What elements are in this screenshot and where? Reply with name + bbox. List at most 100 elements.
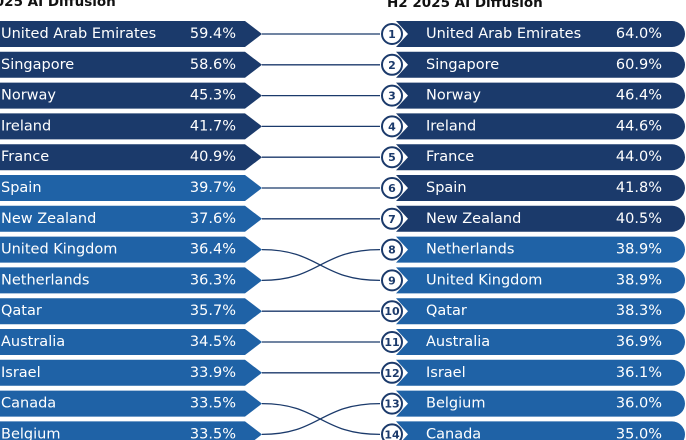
percent: 36.0% bbox=[616, 396, 662, 412]
left-row-bar bbox=[0, 144, 262, 171]
rank: 5 bbox=[388, 151, 396, 164]
right-row-bar bbox=[396, 359, 686, 386]
right-row-bar bbox=[396, 21, 685, 47]
rank-badge bbox=[381, 300, 403, 323]
country: Spain bbox=[426, 180, 467, 196]
rank-badge bbox=[381, 177, 403, 199]
rank: 8 bbox=[388, 244, 396, 257]
rank-badge bbox=[381, 207, 403, 230]
left-row-bar bbox=[0, 205, 262, 232]
right-row-bar bbox=[396, 144, 686, 171]
rank-badge bbox=[381, 238, 403, 261]
country: Singapore bbox=[426, 57, 499, 73]
rank-badge bbox=[381, 23, 403, 45]
country: Belgium bbox=[426, 396, 485, 412]
percent: 38.9% bbox=[616, 272, 662, 288]
rank: 7 bbox=[388, 213, 396, 226]
connector bbox=[261, 248, 381, 282]
percent: 58.6% bbox=[190, 57, 236, 73]
percent: 46.4% bbox=[616, 88, 662, 104]
country: New Zealand bbox=[1, 211, 96, 227]
percent: 39.7% bbox=[190, 180, 236, 196]
country: Netherlands bbox=[426, 242, 514, 258]
rank: 11 bbox=[384, 336, 399, 349]
percent: 33.5% bbox=[190, 426, 236, 440]
country: Qatar bbox=[1, 303, 42, 319]
country: France bbox=[1, 149, 49, 165]
left-row-bar bbox=[0, 175, 262, 201]
left-row-bar bbox=[0, 51, 262, 78]
percent: 41.8% bbox=[616, 180, 662, 196]
left-row-bar bbox=[0, 113, 262, 140]
percent: 38.9% bbox=[616, 242, 662, 258]
rank-badge bbox=[381, 53, 403, 76]
country: United Arab Emirates bbox=[426, 26, 581, 42]
left-row-bar bbox=[0, 298, 262, 325]
rank: 6 bbox=[388, 182, 396, 195]
percent: 36.3% bbox=[190, 272, 236, 288]
percent: 34.5% bbox=[190, 334, 236, 350]
right-row-bar bbox=[396, 267, 686, 294]
left-row-bar bbox=[0, 267, 262, 294]
right-row-bar bbox=[396, 113, 685, 140]
country: Israel bbox=[426, 365, 466, 381]
country: France bbox=[426, 149, 474, 165]
country: Canada bbox=[426, 426, 481, 440]
percent: 44.0% bbox=[616, 149, 662, 165]
rank: 4 bbox=[388, 120, 396, 133]
right-row-bar bbox=[396, 236, 686, 263]
percent: 36.4% bbox=[190, 242, 236, 258]
left-row-bar bbox=[0, 329, 262, 355]
country: United Arab Emirates bbox=[1, 26, 156, 42]
left-row-bar bbox=[0, 421, 262, 440]
country: Canada bbox=[1, 396, 56, 412]
left-row-bar bbox=[0, 359, 262, 386]
country: United Kingdom bbox=[1, 242, 117, 258]
country: Ireland bbox=[426, 118, 476, 134]
percent: 41.7% bbox=[190, 118, 236, 134]
country: Qatar bbox=[426, 303, 467, 319]
rank-badge bbox=[381, 331, 403, 353]
percent: 45.3% bbox=[190, 88, 236, 104]
country: Belgium bbox=[1, 426, 60, 440]
percent: 36.9% bbox=[616, 334, 662, 350]
rank: 14 bbox=[384, 428, 400, 440]
country: Australia bbox=[426, 334, 490, 350]
right-row-bar bbox=[396, 329, 685, 355]
right-row-bar bbox=[396, 390, 685, 417]
right-row-bar bbox=[396, 205, 686, 232]
percent: 44.6% bbox=[616, 118, 662, 134]
rank-badge bbox=[381, 361, 403, 384]
percent: 64.0% bbox=[616, 26, 662, 42]
rank: 1 bbox=[388, 28, 396, 41]
percent: 36.1% bbox=[616, 365, 662, 381]
rank-badge bbox=[381, 146, 403, 169]
percent: 59.4% bbox=[190, 26, 236, 42]
left-row-bar bbox=[0, 390, 262, 417]
right-row-bar bbox=[396, 421, 685, 440]
rank: 2 bbox=[388, 59, 396, 72]
country: Norway bbox=[426, 88, 481, 104]
country: New Zealand bbox=[426, 211, 521, 227]
right-row-bar bbox=[396, 175, 685, 201]
percent: 60.9% bbox=[616, 57, 662, 73]
percent: 35.0% bbox=[616, 426, 662, 440]
percent: 33.9% bbox=[190, 365, 236, 381]
rank: 10 bbox=[384, 305, 400, 318]
right-row-bar bbox=[396, 298, 686, 325]
country: Australia bbox=[1, 334, 65, 350]
country: Ireland bbox=[1, 118, 51, 134]
country: Norway bbox=[1, 88, 56, 104]
left-row-bar bbox=[0, 21, 262, 47]
right-row-bar bbox=[396, 51, 685, 78]
rank-badge bbox=[381, 269, 403, 292]
country: Spain bbox=[1, 180, 42, 196]
percent: 35.7% bbox=[190, 303, 236, 319]
country: Singapore bbox=[1, 57, 74, 73]
rank-badge bbox=[381, 115, 403, 138]
connector bbox=[261, 402, 381, 436]
percent: 37.6% bbox=[190, 211, 236, 227]
rank-badge bbox=[381, 392, 403, 415]
